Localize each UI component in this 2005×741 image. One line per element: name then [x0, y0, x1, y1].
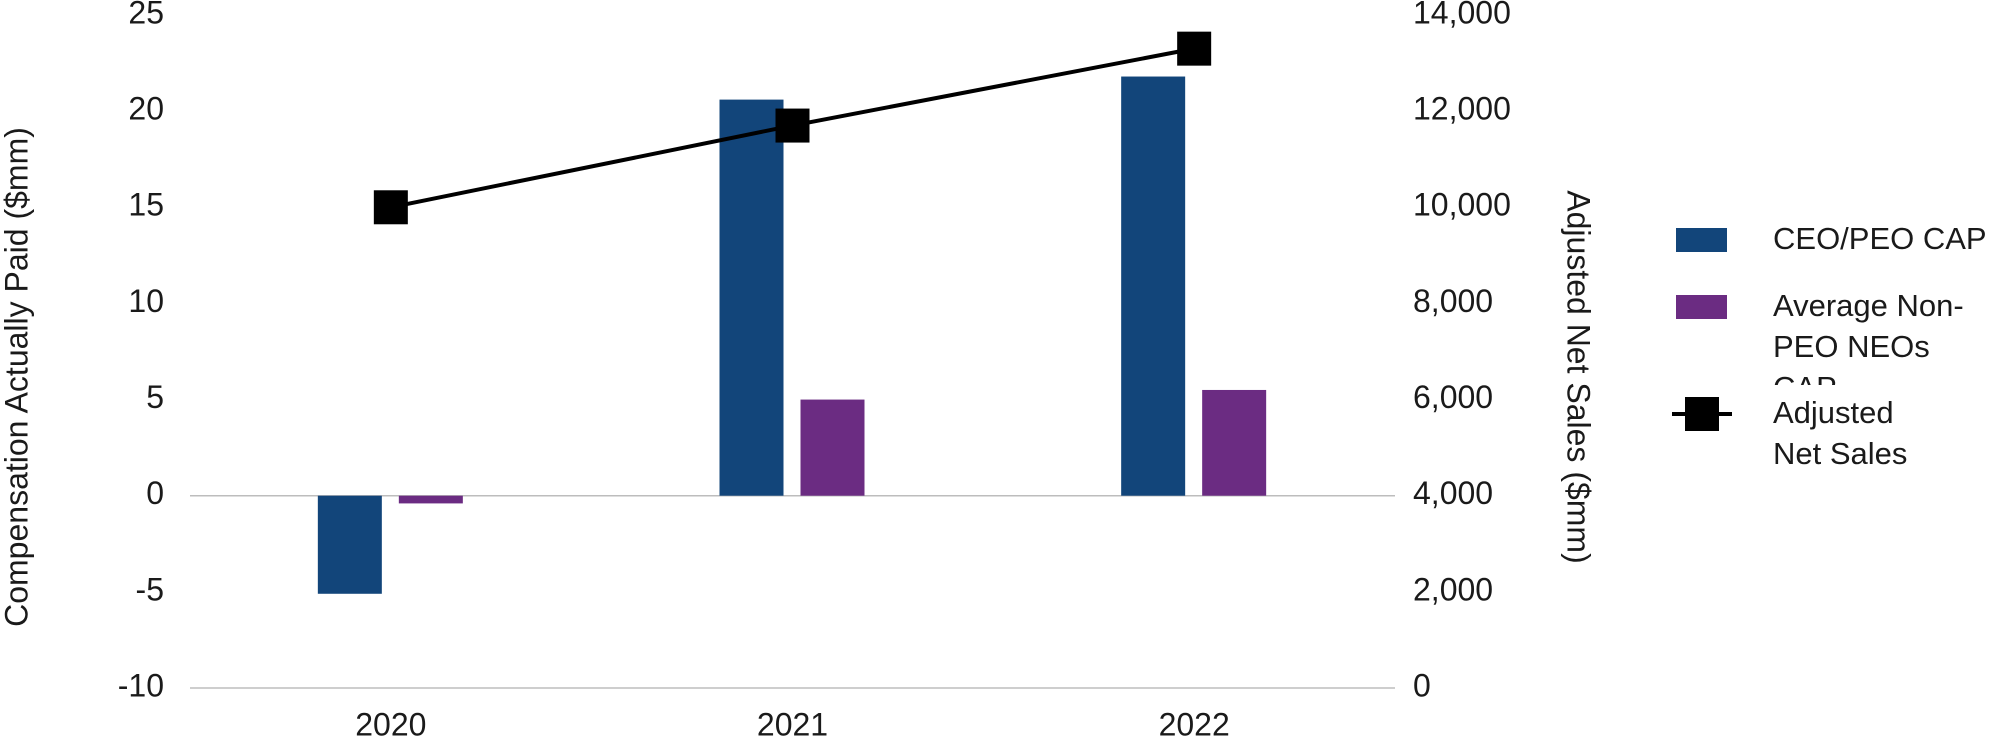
bar: [800, 399, 865, 496]
y2-axis-title: Adjusted Net Sales ($mm): [1561, 190, 1597, 563]
line-marker: [373, 190, 408, 225]
legend-item: Adjusted Net Sales: [1773, 395, 1908, 471]
bar: [1202, 389, 1267, 496]
legend-label: CEO/PEO CAP: [1773, 221, 1987, 256]
x-tick-label: 2021: [757, 706, 828, 741]
x-tick-label: 2020: [355, 706, 426, 741]
y2-tick-label: 8,000: [1413, 283, 1493, 319]
y-tick-label: 20: [128, 91, 164, 127]
bar: [719, 99, 784, 496]
x-tick-label: 2022: [1159, 706, 1230, 741]
y-axis-title: Compensation Actually Paid ($mm): [0, 127, 34, 627]
y-tick-label: -10: [118, 667, 164, 703]
y2-tick-label: 6,000: [1413, 379, 1493, 415]
y-tick-label: 0: [146, 475, 164, 511]
y-tick-label: 25: [128, 0, 164, 30]
y-tick-label: 15: [128, 187, 164, 223]
y2-tick-label: 4,000: [1413, 475, 1493, 511]
legend-marker: [1685, 397, 1719, 431]
y2-tick-label: 0: [1413, 667, 1431, 703]
legend-label: Average Non-PEO NEOs CAP: [1773, 288, 1964, 385]
y-tick-label: 5: [146, 379, 164, 415]
legend-label: Adjusted Net Sales: [1773, 395, 1908, 471]
bar: [317, 495, 382, 594]
y-tick-label: 10: [128, 283, 164, 319]
legend-swatch: [1676, 228, 1727, 252]
legend-item: CEO/PEO CAP: [1773, 221, 1987, 256]
y2-tick-label: 14,000: [1413, 0, 1511, 30]
legend-swatch: [1676, 295, 1727, 319]
y2-tick-label: 2,000: [1413, 571, 1493, 607]
bar: [398, 495, 463, 504]
line-marker: [1177, 31, 1212, 66]
y2-tick-label: 12,000: [1413, 91, 1511, 127]
y-tick-label: -5: [136, 571, 164, 607]
bar: [1121, 76, 1186, 496]
legend-item: Average Non-PEO NEOs CAP: [1773, 288, 1964, 385]
line-marker: [775, 108, 810, 143]
y2-tick-label: 10,000: [1413, 187, 1511, 223]
